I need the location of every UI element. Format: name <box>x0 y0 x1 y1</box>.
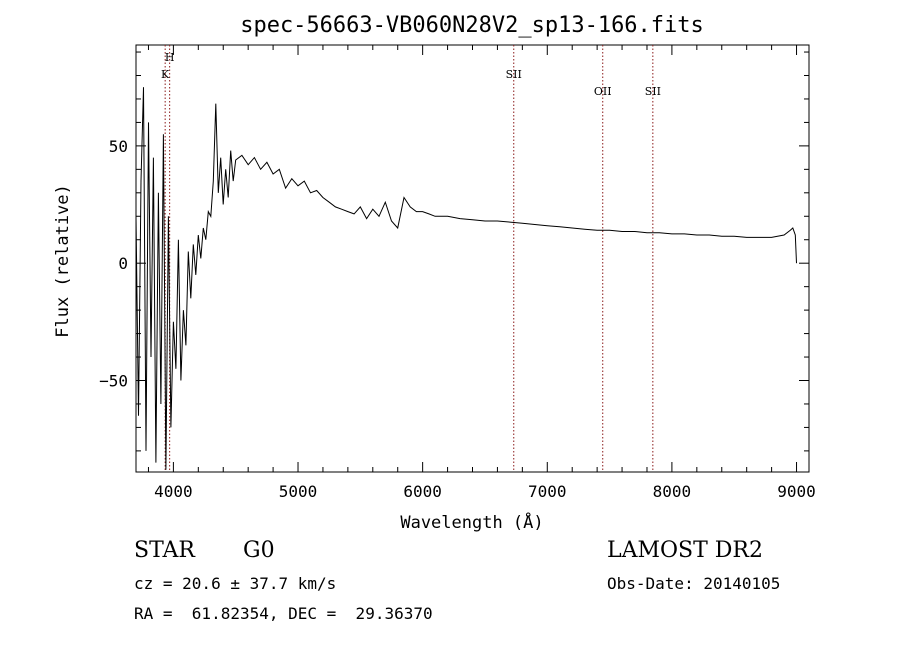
x-tick-label: 6000 <box>403 482 442 501</box>
object-subclass: G0 <box>243 538 275 563</box>
y-tick-label: 0 <box>118 254 128 273</box>
x-tick-label: 4000 <box>154 482 193 501</box>
obs-date-text: Obs-Date: 20140105 <box>607 574 781 593</box>
coordinates-text: RA = 61.82354, DEC = 29.36370 <box>134 604 433 623</box>
x-tick-label: 9000 <box>777 482 816 501</box>
emission-line-markers: HK SII OII SII <box>161 45 661 472</box>
x-tick-label: 7000 <box>528 482 567 501</box>
line-marker-label: K <box>161 68 170 81</box>
x-tick-label: 5000 <box>279 482 318 501</box>
redshift-text: cz = 20.6 ± 37.7 km/s <box>134 574 337 593</box>
chart-title: spec-56663-VB060N28V2_sp13-166.fits <box>240 13 704 38</box>
y-tick-label: −50 <box>99 372 128 391</box>
line-marker-label: SII <box>506 68 522 81</box>
y-tick-label: 50 <box>109 137 128 156</box>
x-axis-label: Wavelength (Å) <box>400 511 543 533</box>
line-marker-label: OII <box>594 85 612 98</box>
x-tick-label: 8000 <box>653 482 692 501</box>
survey-name: LAMOST DR2 <box>607 538 763 563</box>
line-marker-label: H <box>165 51 175 64</box>
y-axis-label: Flux (relative) <box>53 184 73 338</box>
object-type: STAR <box>134 538 195 563</box>
line-marker-label: SII <box>645 85 661 98</box>
axis-tick-labels: 4000 5000 6000 7000 8000 9000 −50 0 50 <box>99 137 816 501</box>
plot-frame <box>135 44 810 473</box>
axis-ticks <box>136 45 809 472</box>
spectrum-line <box>135 87 797 470</box>
